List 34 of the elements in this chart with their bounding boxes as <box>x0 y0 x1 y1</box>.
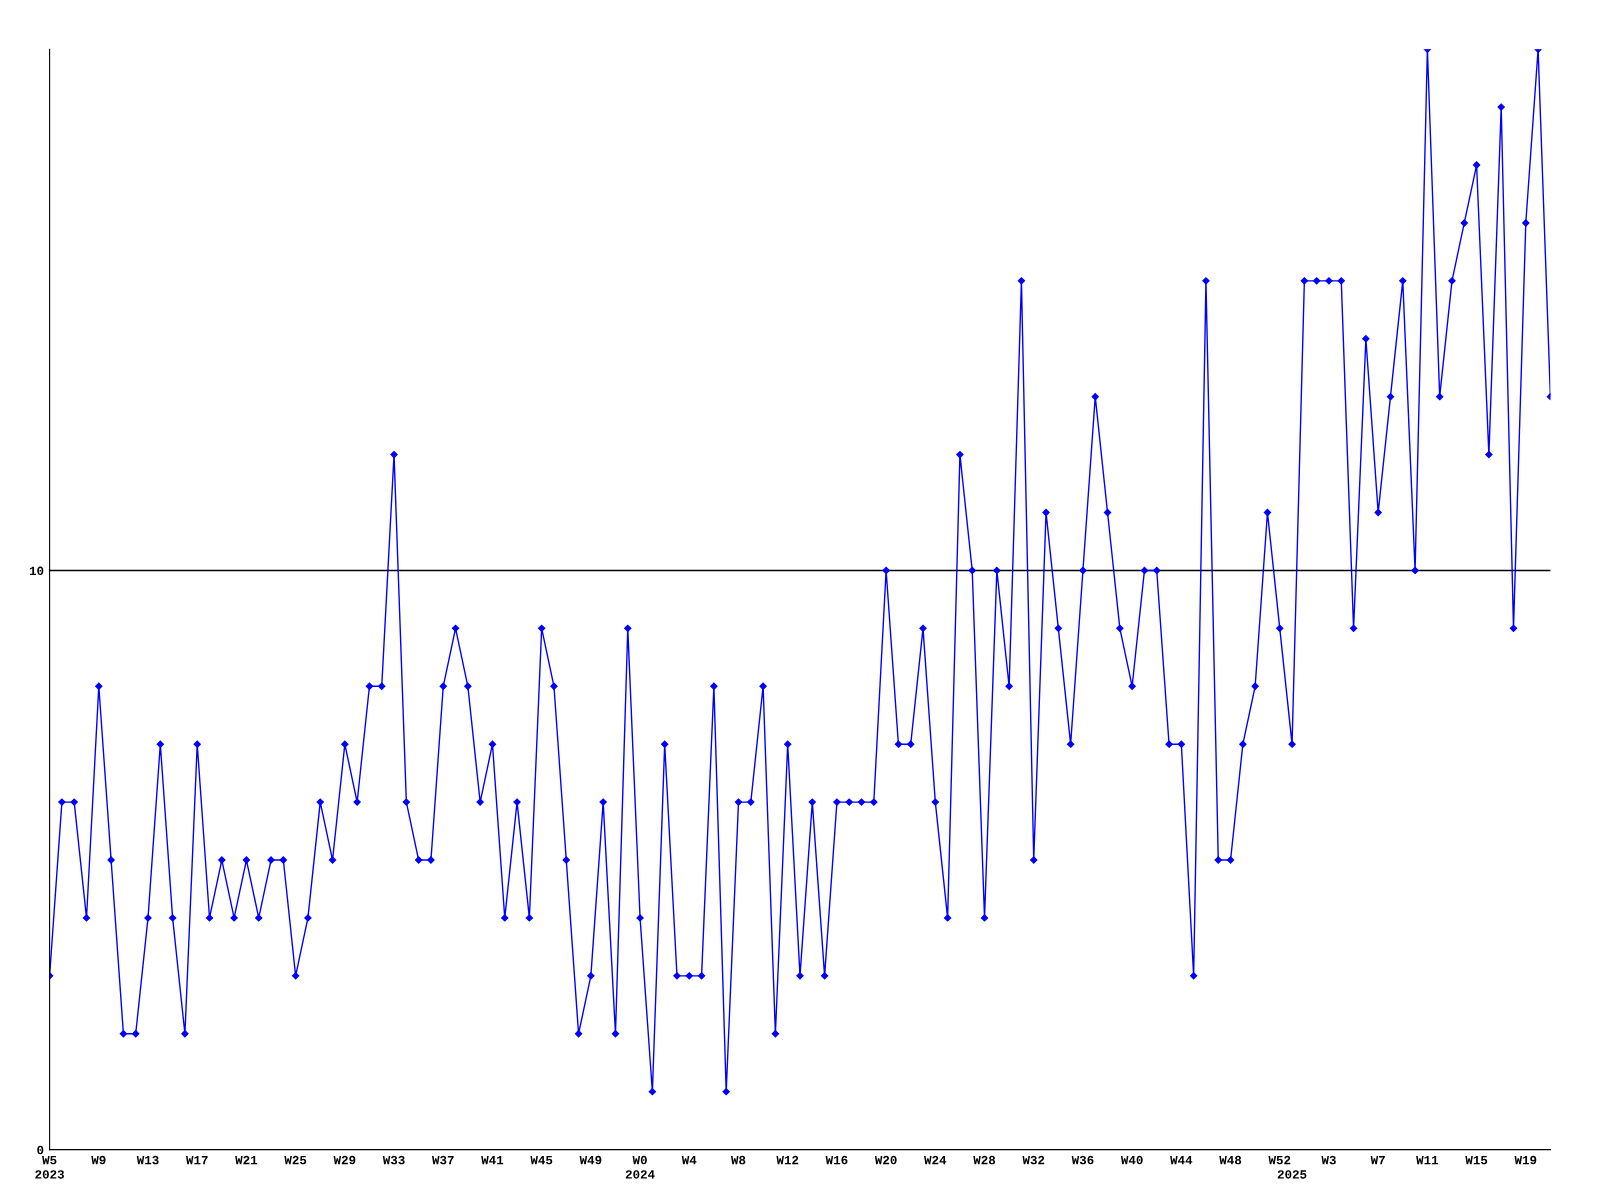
x-tick-label: W11 <box>1416 1155 1439 1165</box>
x-tick-label: 2025 <box>1277 1170 1307 1179</box>
x-tick-label: W37 <box>432 1155 454 1165</box>
x-tick-label: W40 <box>1120 1155 1143 1165</box>
x-tick-label: W9 <box>91 1155 106 1165</box>
x-tick-label: W29 <box>333 1155 356 1165</box>
x-tick-label: W24 <box>924 1155 947 1165</box>
x-tick-label: W32 <box>1022 1155 1045 1165</box>
x-tick-label: W33 <box>382 1155 405 1165</box>
x-tick-label: W49 <box>579 1155 602 1165</box>
x-tick-label: W7 <box>1370 1155 1385 1165</box>
x-tick-label: W41 <box>481 1155 504 1165</box>
x-tick-label: W25 <box>284 1155 307 1165</box>
y-tick-label: 0 <box>37 1145 44 1155</box>
x-tick-label: W13 <box>136 1155 159 1165</box>
x-tick-label: W12 <box>776 1155 799 1165</box>
x-tick-label: W36 <box>1071 1155 1094 1165</box>
x-tick-label: W45 <box>530 1155 553 1165</box>
y-tick-label: 10 <box>29 566 44 576</box>
x-tick-label: W17 <box>185 1155 208 1165</box>
x-tick-label: W21 <box>235 1155 258 1165</box>
x-tick-label: W52 <box>1268 1155 1291 1165</box>
x-tick-label: W15 <box>1465 1155 1488 1165</box>
x-tick-label: W20 <box>874 1155 897 1165</box>
x-tick-label: W3 <box>1321 1155 1336 1165</box>
x-tick-label: W5 2023 <box>35 1155 64 1179</box>
x-tick-label: W16 <box>825 1155 848 1165</box>
x-tick-label: W4 <box>681 1155 697 1165</box>
x-tick-label: W28 <box>973 1155 996 1165</box>
x-tick-label: W0 2024 <box>625 1155 655 1179</box>
x-tick-label: W19 <box>1514 1155 1537 1165</box>
x-tick-label: W48 <box>1219 1155 1242 1165</box>
x-tick-label: W44 <box>1170 1155 1193 1165</box>
x-tick-label: W8 <box>730 1155 746 1165</box>
